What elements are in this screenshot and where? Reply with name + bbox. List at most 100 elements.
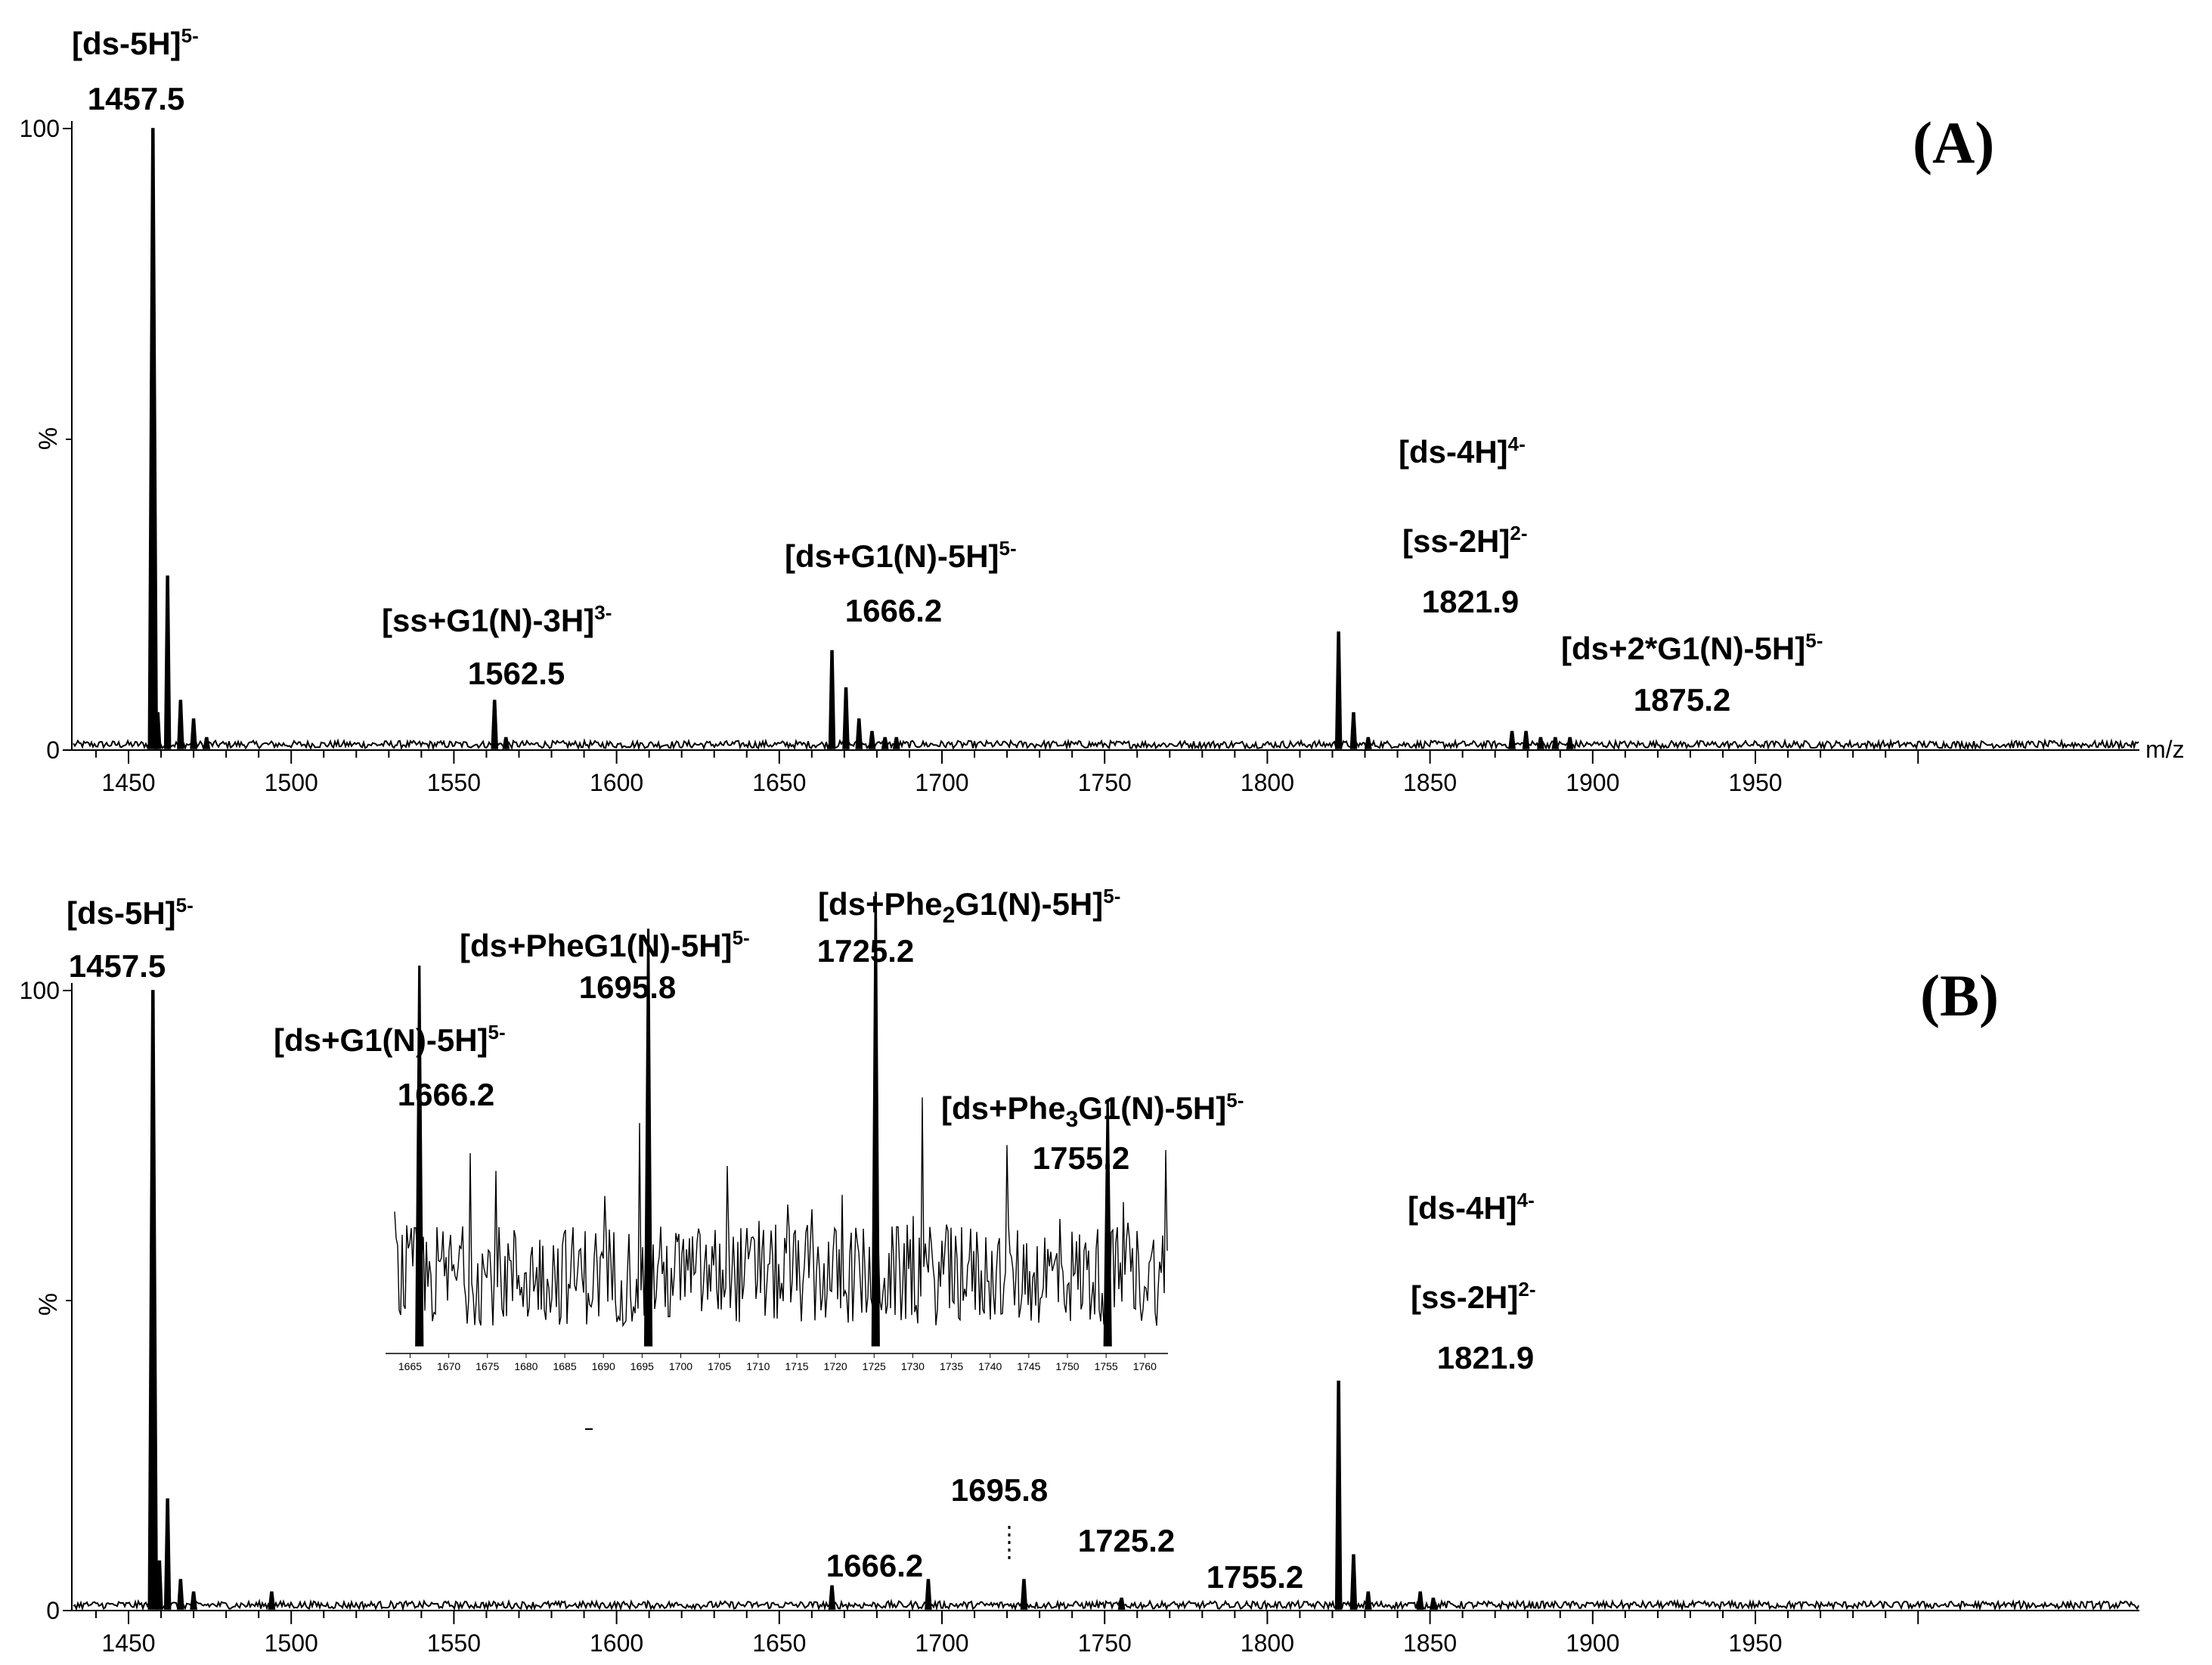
y-tick-label: 100 — [20, 977, 60, 1004]
panel-a-annotation-mz: 1562.5 — [468, 656, 565, 691]
inset-annotation-ion: [ds+PheG1(N)-5H]5- — [460, 926, 750, 963]
spectrum-peak — [1364, 1591, 1372, 1610]
spectrum-peak — [1537, 736, 1544, 749]
inset-peak — [1103, 1099, 1112, 1347]
panel-a-x-axis-label: m/z — [2145, 736, 2185, 763]
spectrum-peak — [1566, 736, 1574, 749]
spectrum-peak — [1117, 1597, 1126, 1610]
y-tick-label: 0 — [46, 736, 60, 764]
panel-a-label: (A) — [1913, 110, 1994, 175]
panel-b-annotation-mz: 1457.5 — [69, 948, 166, 984]
x-tick-label: 1800 — [1241, 769, 1294, 796]
panel-a-annotation-mz: 1875.2 — [1634, 682, 1730, 718]
panel-a-annotation-mz: 1666.2 — [845, 593, 942, 628]
panel-a-spectrum-trace — [73, 737, 2139, 752]
inset-axis: 1665 1670 1675 1680 1685 1690 1695 1700 1705 1710… — [386, 1353, 1168, 1372]
spectrum-peak — [828, 650, 836, 749]
x-tick-label: 1600 — [590, 769, 643, 796]
spectrum-peak — [177, 699, 184, 749]
spectrum-peak — [925, 1579, 932, 1610]
spectrum-peak — [491, 699, 498, 749]
x-tick-label: 1550 — [427, 769, 481, 796]
inset-x-tick-label: 1750 — [1055, 1360, 1079, 1372]
x-tick-label: 1900 — [1566, 769, 1619, 796]
x-tick-label: 1550 — [427, 1629, 481, 1657]
x-tick-label: 1900 — [1566, 1629, 1619, 1657]
spectrum-peak — [163, 575, 172, 749]
x-tick-label: 1700 — [915, 769, 968, 796]
x-tick-label: 1800 — [1241, 1629, 1294, 1657]
x-tick-label: 1750 — [1078, 1629, 1132, 1657]
x-tick-label: 1850 — [1403, 769, 1457, 796]
x-tick-label: 1650 — [752, 769, 806, 796]
panel-b-spectrum-trace — [73, 1598, 2139, 1612]
spectrum-peak — [1522, 730, 1530, 749]
x-tick-label: 1450 — [101, 769, 155, 796]
inset-annotation-ion: [ds+Phe3G1(N)-5H]5- — [941, 1089, 1244, 1132]
x-tick-label: 1600 — [590, 1629, 643, 1657]
y-tick-label: 0 — [46, 1597, 60, 1624]
spectrum-peak — [1416, 1591, 1424, 1610]
spectrum-peak — [502, 736, 510, 749]
inset-peak — [643, 929, 653, 1347]
inset-x-tick-label: 1740 — [978, 1360, 1002, 1372]
panel-b: 0 100 1450 1500 1550 1600 1650 1700 1750 1800 1850… — [20, 885, 2139, 1657]
spectrum-peak — [268, 1591, 276, 1610]
inset-annotation-mz: 1666.2 — [398, 1077, 494, 1112]
spectrum-peak — [1364, 736, 1372, 749]
spectrum-peak — [868, 730, 876, 749]
panel-a-annotation-mz: 1457.5 — [88, 81, 184, 116]
inset-peaks — [415, 891, 1112, 1347]
inset-x-tick-label: 1685 — [553, 1360, 576, 1372]
inset-annotation-mz: 1725.2 — [817, 933, 914, 969]
panel-b-y-axis-label: % — [34, 1293, 63, 1316]
inset-x-tick-label: 1715 — [785, 1360, 808, 1372]
spectrum-peak — [1430, 1597, 1437, 1610]
x-tick-label: 1500 — [265, 769, 318, 796]
spectrum-peak — [855, 718, 863, 749]
spectrum-peak — [147, 990, 159, 1610]
spectrum-peak — [1349, 1554, 1358, 1610]
inset-x-tick-label: 1735 — [940, 1360, 963, 1372]
panel-b-inset: 1665 1670 1675 1680 1685 1690 1695 1700 1705 1710… — [274, 885, 1244, 1430]
x-tick-label: 1700 — [915, 1629, 968, 1657]
spectrum-peak — [1349, 712, 1358, 749]
spectrum-peak — [892, 736, 900, 749]
x-tick-label: 1450 — [101, 1629, 155, 1657]
panel-a-annotation-ion-2: [ss-2H]2- — [1402, 522, 1528, 559]
inset-x-tick-label: 1690 — [592, 1360, 615, 1372]
inset-x-tick-label: 1705 — [708, 1360, 731, 1372]
panel-b-label: (B) — [1920, 963, 1999, 1028]
spectrum-peak — [828, 1585, 836, 1610]
panel-a-annotation-ion: [ds+2*G1(N)-5H]5- — [1561, 629, 1823, 666]
spectrum-peak — [881, 736, 889, 749]
spectrum-peak — [190, 718, 197, 749]
spectrum-peak — [842, 687, 850, 749]
inset-annotation-ion: [ds+G1(N)-5H]5- — [274, 1021, 506, 1058]
spectrum-peak — [190, 1591, 197, 1610]
panel-a-peaks — [147, 128, 1574, 749]
panel-a-axes: 0 100 1450 1500 1550 1600 1650 1700 1750 1800 1850… — [20, 115, 2139, 796]
panel-a-annotation-ion: [ds+G1(N)-5H]5- — [785, 537, 1017, 574]
inset-annotation-mz: 1695.8 — [579, 969, 676, 1005]
panel-a-y-axis-label: % — [34, 427, 63, 450]
spectrum-peak — [153, 712, 162, 749]
inset-peak — [871, 891, 880, 1347]
spectrum-peak — [1551, 736, 1560, 749]
panel-b-main-peak-label: 1695.8 — [951, 1472, 1048, 1508]
inset-x-tick-label: 1755 — [1095, 1360, 1118, 1372]
spectrum-peak — [1334, 1380, 1343, 1610]
panel-b-main-peak-label: 1725.2 — [1078, 1523, 1175, 1558]
spectrum-peak — [163, 1498, 172, 1610]
x-tick-label: 1950 — [1728, 1629, 1782, 1657]
inset-x-tick-label: 1760 — [1133, 1360, 1157, 1372]
x-tick-label: 1650 — [752, 1629, 806, 1657]
y-tick-label: 100 — [20, 115, 60, 142]
panel-a-annotation-ion: [ss+G1(N)-3H]3- — [382, 601, 612, 638]
spectrum-peak — [1334, 631, 1343, 749]
inset-x-tick-label: 1680 — [514, 1360, 538, 1372]
spectrum-peak — [203, 736, 211, 749]
panel-a-annotation-mz: 1821.9 — [1422, 584, 1519, 619]
inset-annotation-ion: [ds+Phe2G1(N)-5H]5- — [818, 885, 1120, 928]
